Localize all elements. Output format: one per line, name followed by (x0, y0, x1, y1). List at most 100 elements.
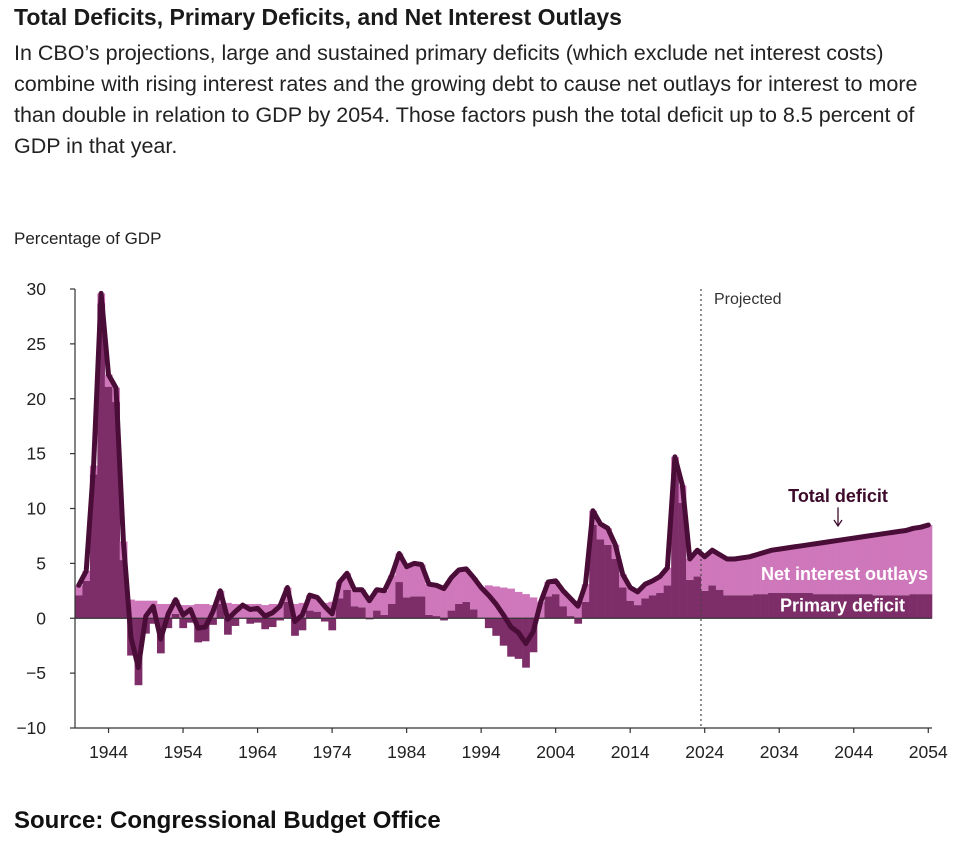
net-interest-bar-1998 (507, 588, 515, 619)
primary-deficit-bar-2019 (663, 585, 672, 619)
primary-deficit-bar-2011 (604, 544, 612, 619)
net-interest-bar-1984 (402, 566, 411, 598)
primary-deficit-bar-1943 (97, 303, 106, 619)
primary-deficit-bar-1996 (492, 618, 501, 636)
primary-deficit-bar-1942 (89, 474, 98, 619)
net-interest-bar-1995 (484, 585, 493, 619)
primary-deficit-bar-2032 (760, 594, 769, 619)
primary-deficit-bar-2004 (551, 594, 560, 619)
net-interest-bar-1978 (358, 589, 366, 608)
net-interest-bar-2035 (782, 548, 791, 594)
y-tick-label--10: −10 (16, 718, 46, 738)
x-tick-label-1964: 1964 (238, 742, 277, 762)
primary-deficit-bar-2028 (730, 595, 739, 619)
net-interest-bar-2000 (522, 594, 530, 619)
net-interest-bar-2034 (775, 549, 784, 594)
primary-deficit-bar-2043 (842, 594, 851, 619)
net-interest-bar-1962 (238, 605, 247, 619)
primary-deficit-bar-1965 (261, 618, 270, 630)
chart-subtitle: In CBO’s projections, large and sustaine… (14, 41, 918, 158)
primary-deficit-bar-1944 (104, 386, 113, 619)
net-interest-bar-1953 (171, 599, 180, 614)
primary-deficit-bar-1968 (283, 601, 292, 619)
primary-deficit-bar-2040 (820, 594, 828, 619)
primary-deficit-bar-2030 (745, 595, 754, 619)
y-tick-label-30: 30 (27, 279, 47, 299)
net-interest-bar-1989 (440, 586, 448, 619)
net-interest-bar-2014 (626, 587, 635, 601)
net-interest-bar-1987 (425, 584, 434, 615)
primary-deficit-bar-1974 (328, 618, 337, 631)
net-interest-bar-2030 (745, 556, 754, 596)
net-interest-bar-2004 (551, 580, 560, 595)
primary-deficit-bar-2052 (909, 594, 918, 619)
net-interest-bar-2013 (619, 574, 627, 588)
net-interest-bar-2023 (693, 550, 702, 577)
net-interest-bar-2033 (768, 550, 776, 594)
primary-deficit-bar-2051 (902, 595, 910, 619)
primary-deficit-bar-2037 (797, 593, 806, 619)
net-interest-bar-2046 (864, 535, 873, 595)
x-tick-label-2014: 2014 (611, 742, 650, 762)
net-interest-bar-1982 (387, 575, 396, 604)
primary-deficit-bar-2042 (835, 594, 843, 619)
net-interest-bar-1990 (447, 577, 456, 611)
x-tick-label-2054: 2054 (909, 742, 948, 762)
primary-deficit-bar-1967 (276, 618, 284, 621)
primary-deficit-bar-1969 (291, 618, 299, 636)
primary-deficit-bar-2026 (715, 589, 724, 619)
net-interest-bar-1977 (350, 589, 359, 607)
net-interest-label: Net interest outlays (761, 564, 928, 584)
primary-deficit-bar-1987 (425, 614, 434, 619)
net-interest-bar-2029 (738, 557, 746, 596)
net-interest-bar-1976 (343, 573, 352, 590)
net-interest-bar-1985 (410, 563, 419, 597)
primary-deficit-bar-1970 (298, 618, 307, 631)
primary-deficit-bar-2023 (693, 576, 702, 619)
net-interest-bar-2051 (902, 530, 910, 596)
net-interest-bar-1979 (365, 599, 374, 619)
net-interest-bar-1967 (276, 603, 284, 619)
labels-layer: Total deficit Net interest outlays Primary… (761, 486, 928, 616)
primary-deficit-bar-2053 (917, 594, 925, 619)
primary-deficit-bar-1963 (246, 618, 255, 624)
primary-deficit-bar-1971 (306, 610, 314, 619)
primary-deficit-bar-1953 (171, 613, 180, 619)
primary-deficit-bar-1972 (313, 611, 322, 619)
primary-deficit-bar-2006 (566, 616, 575, 619)
net-interest-bar-2010 (596, 523, 605, 540)
net-interest-bar-1983 (395, 553, 404, 583)
primary-deficit-bar-2005 (559, 606, 568, 619)
net-interest-bar-1972 (313, 597, 322, 612)
primary-deficit-bar-2031 (753, 594, 761, 619)
net-interest-bar-2027 (723, 558, 732, 596)
net-interest-bar-1956 (194, 603, 202, 619)
net-interest-bar-2006 (566, 598, 575, 617)
primary-deficit-bar-1959 (216, 603, 225, 619)
net-interest-bar-2037 (797, 545, 806, 594)
primary-deficit-bar-1950 (149, 618, 158, 624)
primary-deficit-bar-2033 (768, 593, 776, 619)
x-tick-label-2004: 2004 (536, 742, 575, 762)
primary-deficit-bar-1989 (440, 618, 448, 621)
primary-deficit-bar-1975 (335, 598, 344, 619)
primary-deficit-bar-2008 (581, 601, 590, 619)
primary-deficit-bar-1983 (395, 582, 404, 619)
primary-deficit-bar-2009 (589, 524, 597, 619)
primary-deficit-bar-1985 (410, 596, 419, 619)
primary-deficit-bar-1964 (253, 618, 262, 623)
net-interest-bar-2011 (604, 528, 612, 545)
primary-deficit-bar-2050 (894, 595, 903, 619)
primary-deficit-bar-1977 (350, 606, 359, 619)
net-interest-bar-2054 (924, 524, 933, 595)
primary-deficit-bar-2018 (656, 593, 665, 619)
net-interest-bar-2044 (850, 538, 858, 595)
primary-deficit-bar-2022 (686, 579, 694, 619)
net-interest-bar-1999 (514, 591, 523, 619)
net-interest-bar-1991 (455, 569, 463, 604)
primary-deficit-bar-1992 (462, 601, 471, 619)
net-interest-bar-2018 (656, 576, 665, 594)
total-deficit-line (76, 290, 931, 671)
net-interest-bar-1944 (104, 374, 113, 387)
net-interest-bar-2052 (909, 528, 918, 595)
